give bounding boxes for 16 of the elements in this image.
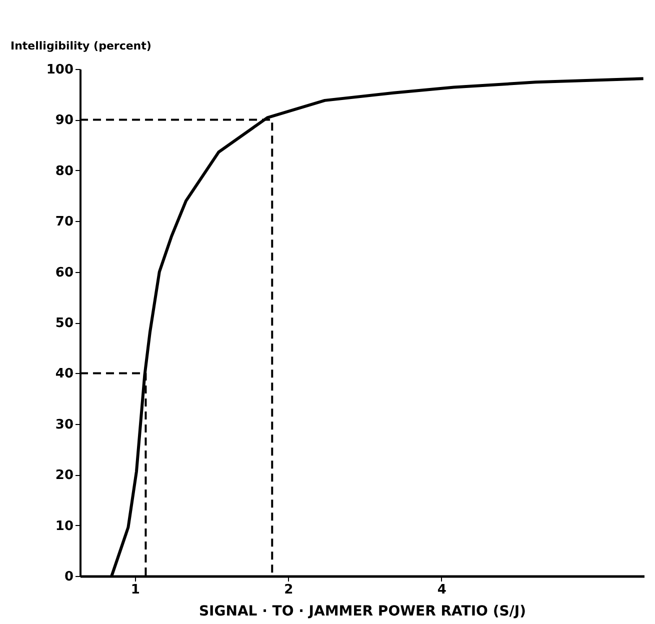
y-tick-label: 100 — [46, 62, 74, 78]
x-tick-label: 4 — [437, 582, 446, 598]
y-tick-label: 60 — [55, 265, 74, 280]
y-tick-label: 90 — [55, 113, 74, 128]
y-tick-label: 40 — [55, 366, 74, 382]
y-tick-label: 10 — [55, 518, 74, 534]
y-tick-label: 30 — [55, 417, 74, 432]
y-tick-label: 50 — [55, 316, 74, 331]
y-tick-label: 80 — [55, 164, 74, 179]
y-tick-label: 20 — [55, 468, 74, 484]
y-tick-label: 0 — [64, 570, 74, 584]
y-axis-title: Intelligibility (percent) — [10, 40, 152, 52]
x-tick-label: 2 — [284, 582, 294, 598]
x-tick-label: 1 — [130, 582, 140, 598]
y-tick-label: 70 — [55, 214, 74, 230]
x-axis-title: SIGNAL · TO · JAMMER POWER RATIO (S/J) — [198, 604, 526, 620]
